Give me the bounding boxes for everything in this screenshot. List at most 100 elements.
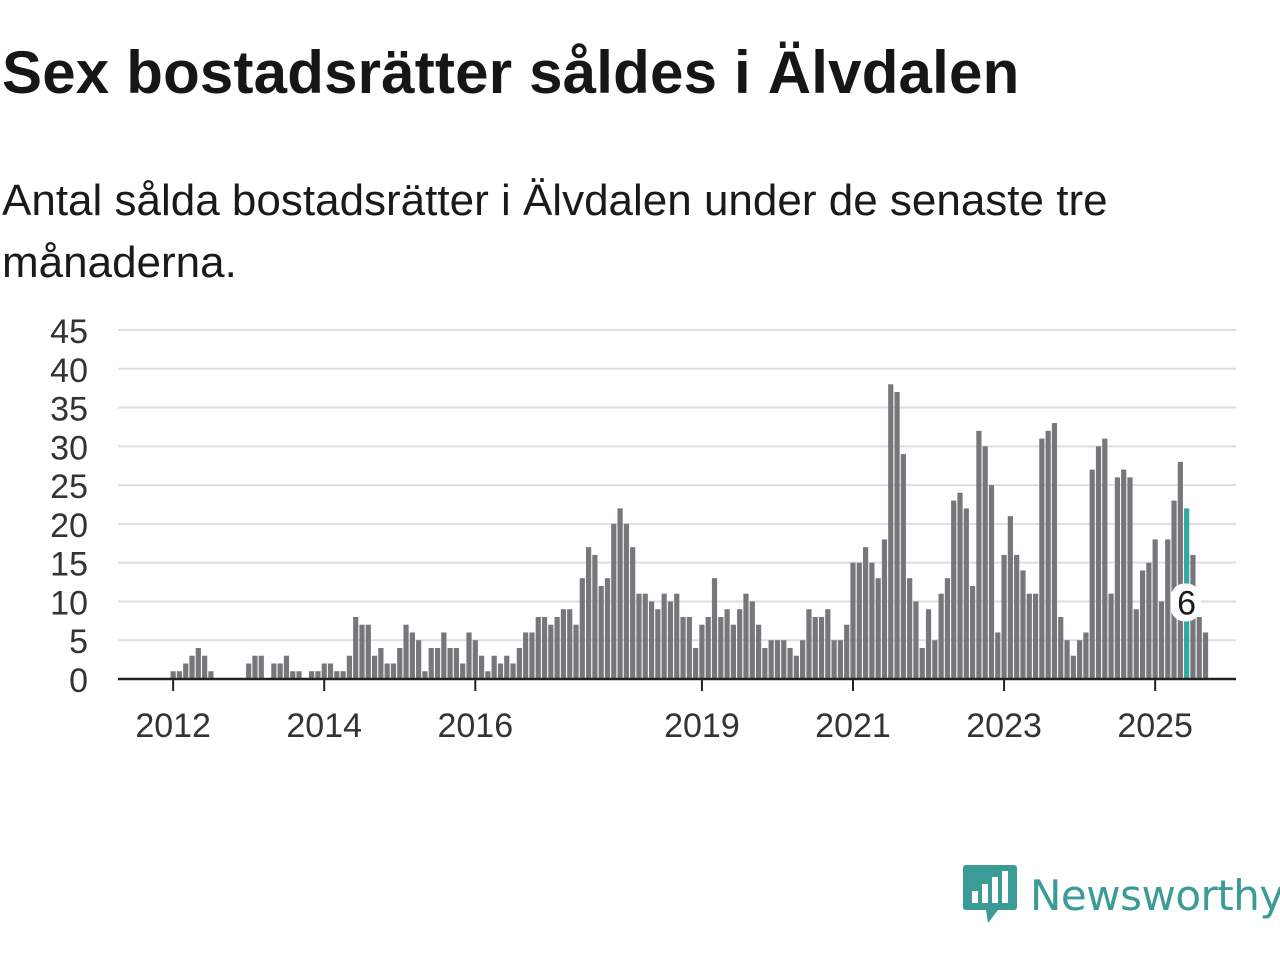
bar (567, 609, 573, 679)
bar (390, 663, 397, 679)
bar (170, 671, 176, 679)
bar (907, 578, 913, 679)
bar (982, 446, 988, 679)
bar (290, 671, 296, 679)
bar (781, 640, 787, 679)
bar (1127, 477, 1133, 679)
bar (560, 609, 567, 679)
bar (617, 508, 623, 679)
bar (749, 601, 755, 679)
bar (548, 624, 554, 679)
bar (674, 593, 680, 679)
bar (856, 562, 862, 679)
x-tick-label: 2025 (1117, 707, 1193, 745)
bar (573, 624, 579, 679)
bar (334, 671, 340, 679)
bar (504, 655, 510, 679)
bar (183, 663, 189, 679)
y-tick-label: 5 (69, 623, 88, 661)
bar (900, 454, 906, 679)
bar (283, 655, 290, 679)
bar (718, 616, 724, 679)
bar (925, 609, 932, 679)
bar (189, 655, 195, 679)
bar (554, 616, 560, 679)
bar (768, 640, 774, 679)
bar (693, 647, 699, 679)
bar (485, 671, 491, 679)
x-tick-label: 2021 (815, 707, 891, 745)
bar (510, 663, 516, 679)
bar (403, 624, 409, 679)
bar (176, 671, 183, 679)
bar (995, 632, 1001, 679)
bar (724, 609, 730, 679)
bar (371, 655, 378, 679)
bar (1146, 562, 1152, 679)
bar (944, 578, 951, 679)
bar (705, 616, 711, 679)
x-tick-label: 2023 (966, 707, 1042, 745)
bar (1058, 616, 1064, 679)
bar (711, 578, 718, 679)
bar (800, 640, 806, 679)
bar (359, 624, 365, 679)
bar (806, 609, 812, 679)
bar (825, 609, 831, 679)
bar (938, 593, 944, 679)
x-tick-label: 2012 (135, 707, 211, 745)
bar (875, 578, 881, 679)
bar (1039, 438, 1045, 679)
bar (327, 663, 334, 679)
bar (309, 671, 315, 679)
bar (1032, 593, 1039, 679)
bar (611, 523, 617, 679)
bar (831, 640, 837, 679)
brand-name: Newsworthy (1030, 870, 1280, 920)
bar (1165, 539, 1171, 679)
bar (353, 616, 359, 679)
bar (661, 593, 667, 679)
bar (246, 663, 252, 679)
bar (787, 647, 793, 679)
bar (642, 593, 648, 679)
highlight-value-label: 6 (1177, 584, 1196, 622)
bar (680, 616, 686, 679)
bar (384, 663, 390, 679)
bar (466, 632, 472, 679)
bar (913, 601, 919, 679)
bar (1158, 601, 1165, 679)
y-tick-label: 15 (50, 546, 88, 584)
bar (416, 640, 422, 679)
bar (1026, 593, 1032, 679)
bar (541, 616, 548, 679)
y-tick-label: 20 (50, 507, 88, 545)
bar (434, 647, 441, 679)
bar (321, 663, 327, 679)
bar (277, 663, 283, 679)
bar (812, 616, 818, 679)
y-tick-label: 25 (50, 468, 88, 506)
bar (1133, 609, 1139, 679)
bar (869, 562, 875, 679)
bar (340, 671, 346, 679)
bar (1121, 469, 1127, 679)
bar (755, 624, 762, 679)
grid-lines (118, 329, 1236, 642)
bar (1114, 477, 1120, 679)
bar (523, 632, 529, 679)
newsworthy-brand: Newsworthy (962, 862, 1280, 928)
bar (516, 647, 522, 679)
bar (195, 647, 201, 679)
bar (837, 640, 844, 679)
bar (365, 624, 371, 679)
bar (258, 655, 264, 679)
bar (630, 547, 636, 679)
bar (409, 632, 415, 679)
bar (951, 500, 957, 679)
x-axis: 2012 2014 2016 2019 2021 2023 2025 (118, 677, 1236, 745)
bar (963, 508, 969, 679)
bar (850, 562, 856, 679)
bar (737, 609, 743, 679)
